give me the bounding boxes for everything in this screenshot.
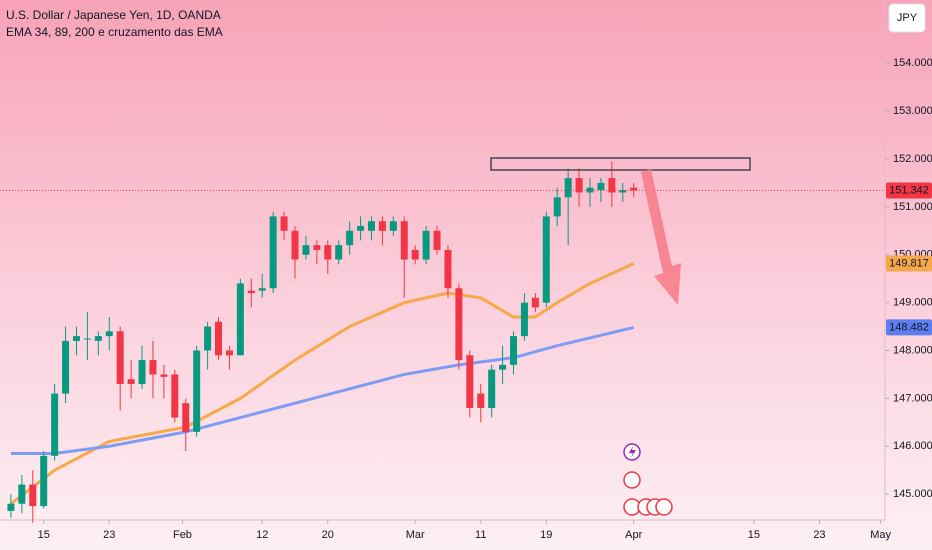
candle-body (313, 245, 321, 250)
candle-body (477, 393, 485, 408)
currency-label[interactable]: JPY (897, 12, 918, 24)
y-tick-label: 151.000 (893, 201, 932, 213)
event-icons (623, 443, 673, 516)
candle-body (72, 336, 80, 341)
candle-body (83, 338, 91, 340)
x-tick-label: 19 (540, 529, 552, 541)
plot (0, 161, 885, 523)
candle-body (586, 187, 594, 193)
candle-body (531, 297, 539, 308)
candle-body (149, 360, 157, 375)
candle-body (357, 226, 365, 231)
x-tick-label: 11 (475, 529, 486, 541)
candle-body (236, 283, 244, 356)
candle-body (29, 484, 37, 507)
candle-body (62, 340, 70, 394)
price-label: 151.342 (889, 184, 929, 196)
candle-body (204, 326, 212, 351)
candle-body (291, 230, 299, 260)
candle-body (608, 178, 616, 193)
y-tick-label: 148.000 (893, 344, 932, 356)
candle-body (94, 336, 102, 341)
price-label-box (886, 255, 932, 272)
candle-body (455, 288, 463, 361)
candle-body (324, 245, 332, 260)
candle-body (40, 455, 48, 507)
y-tick-label: 152.000 (893, 153, 932, 165)
x-tick-label: Apr (625, 529, 642, 541)
candle-body (225, 350, 233, 356)
ema-line (10, 325, 635, 455)
x-tick-label: 15 (38, 529, 50, 541)
price-label-box (886, 319, 932, 336)
candle-body (215, 321, 223, 356)
x-tick-label: 12 (256, 529, 268, 541)
candle-body (182, 403, 190, 432)
candle-body (105, 331, 113, 337)
candle-body (597, 182, 605, 191)
candle-body (160, 374, 168, 377)
candle-body (466, 355, 474, 408)
candle-body (116, 331, 124, 385)
ema-line (10, 262, 635, 505)
candle-body (510, 336, 518, 365)
candle-body (346, 230, 354, 246)
candle-body (553, 197, 561, 217)
price-label-box (886, 182, 932, 199)
candle-body (258, 288, 266, 291)
candle-body (619, 190, 627, 193)
candle-body (247, 290, 255, 294)
candle-body (411, 249, 419, 260)
candle-body (171, 374, 179, 418)
x-tick-label: May (870, 529, 891, 541)
chart-subtitle: EMA 34, 89, 200 e cruzamento das EMA (6, 25, 223, 39)
candle-body (367, 221, 375, 231)
candle-body (400, 221, 408, 260)
candle-body (520, 302, 528, 337)
candle-body (193, 350, 201, 432)
candle-body (444, 249, 452, 289)
y-tick-label: 146.000 (893, 440, 932, 452)
candle-body (433, 230, 441, 250)
candle-body (564, 178, 572, 198)
candle-body (138, 360, 146, 385)
candle-body (7, 503, 15, 511)
resistance-zone[interactable] (490, 157, 751, 171)
y-tick-label: 153.000 (893, 105, 932, 117)
candle-body (378, 221, 386, 231)
y-tick-label: 145.000 (893, 488, 932, 500)
candle-body (575, 178, 583, 193)
candle-body (302, 245, 310, 255)
candle-body (422, 230, 430, 260)
price-label: 148.482 (889, 321, 929, 333)
chart-title: U.S. Dollar / Japanese Yen, 1D, OANDA (6, 8, 221, 22)
y-tick-label: 147.000 (893, 392, 932, 404)
x-tick-label: 20 (322, 529, 334, 541)
candle-body (269, 216, 277, 289)
candle-body (18, 484, 26, 504)
x-tick-label: 15 (748, 529, 760, 541)
price-label: 149.817 (889, 257, 929, 269)
candle-body (51, 393, 59, 456)
candle-body (630, 187, 638, 191)
candle-body (499, 364, 507, 370)
candle-body (389, 221, 397, 231)
currency-button[interactable] (888, 3, 926, 33)
candle-body (488, 369, 496, 408)
x-tick-label: Feb (173, 529, 192, 541)
x-tick-label: 23 (103, 529, 115, 541)
y-tick-label: 154.000 (893, 57, 932, 69)
candle-body (542, 216, 550, 303)
candle-body (280, 216, 288, 231)
x-tick-label: 23 (813, 529, 825, 541)
arrow[interactable] (641, 169, 681, 305)
y-tick-label: 149.000 (893, 297, 932, 309)
candle-body (127, 379, 135, 385)
candle-body (335, 245, 343, 260)
x-tick-label: Mar (406, 529, 425, 541)
